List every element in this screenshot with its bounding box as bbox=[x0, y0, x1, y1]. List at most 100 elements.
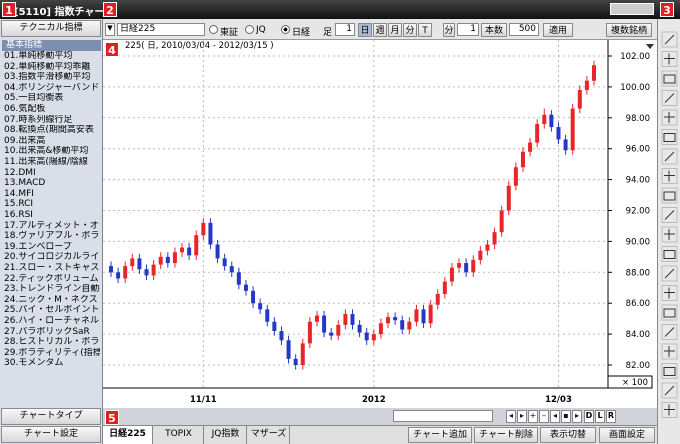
tab[interactable]: TOPIX bbox=[154, 426, 204, 444]
indicator-item[interactable]: 12.DMI bbox=[4, 167, 36, 178]
market-radios: 東証 JQ 日経 bbox=[209, 23, 319, 37]
chart-menu[interactable] bbox=[646, 44, 654, 49]
tool-button[interactable] bbox=[661, 51, 678, 67]
indicator-item[interactable]: 26.ハイ・ローチャネル bbox=[4, 316, 100, 326]
tool-button[interactable] bbox=[661, 168, 678, 184]
tool-button[interactable] bbox=[661, 129, 678, 145]
indicator-item[interactable]: 05.一目均衡表 bbox=[4, 93, 64, 104]
symbol-select[interactable]: 日経225 bbox=[117, 23, 205, 36]
indicator-item[interactable]: 30.モメンタム bbox=[4, 358, 64, 369]
min-input[interactable]: 1 bbox=[457, 23, 479, 36]
tab[interactable]: マザーズ bbox=[248, 426, 290, 444]
window-buttons[interactable] bbox=[610, 3, 654, 15]
tool-button[interactable] bbox=[661, 109, 678, 126]
tab[interactable]: JQ指数 bbox=[205, 426, 247, 444]
indicator-item[interactable]: 14.MFI bbox=[4, 188, 34, 199]
ashi-input[interactable]: 1 bbox=[335, 23, 355, 36]
period-button[interactable]: 週 bbox=[373, 23, 387, 37]
nav-icon[interactable]: + bbox=[528, 410, 538, 423]
indicator-item[interactable]: 22.ティックボリューム bbox=[4, 273, 99, 284]
nav-button[interactable]: D bbox=[584, 410, 594, 423]
menu-arrow[interactable]: ▼ bbox=[105, 23, 115, 36]
group-header[interactable]: 基本指標 bbox=[2, 40, 101, 51]
candle-body bbox=[485, 244, 490, 251]
indicator-item[interactable]: 19.エンベロープ bbox=[4, 241, 72, 252]
nav-icon[interactable]: ◂ bbox=[506, 410, 516, 423]
scrollbar[interactable] bbox=[393, 410, 493, 422]
tool-button[interactable] bbox=[661, 343, 678, 360]
tool-button[interactable] bbox=[661, 90, 678, 106]
nav-icon[interactable]: ▸ bbox=[572, 410, 582, 423]
candle-body bbox=[343, 314, 348, 325]
indicator-item[interactable]: 21.スロー・ストキャステ bbox=[4, 263, 100, 273]
indicator-item[interactable]: 29.ボラティリティ(指標 bbox=[4, 347, 100, 358]
indicator-item[interactable]: 04.ボリンジャーバンド bbox=[4, 82, 100, 93]
indicator-item[interactable]: 16.RSI bbox=[4, 210, 33, 220]
indicator-item[interactable]: 13.MACD bbox=[4, 178, 46, 189]
chart-type-button[interactable]: チャートタイプ bbox=[1, 408, 101, 425]
nav-icon[interactable]: ▪ bbox=[561, 410, 571, 423]
action-button[interactable]: 表示切替 bbox=[540, 427, 596, 443]
indicator-item[interactable]: 27.パラボリックSaR bbox=[4, 326, 90, 337]
tool-button[interactable] bbox=[661, 402, 678, 418]
action-button[interactable]: チャート削除 bbox=[474, 427, 538, 443]
tool-button[interactable] bbox=[661, 31, 678, 48]
badge: 4 bbox=[105, 42, 119, 57]
indicator-item[interactable]: 01.単純移動平均 bbox=[4, 51, 73, 61]
apply-button[interactable]: 適用 bbox=[543, 23, 573, 37]
indicator-item[interactable]: 09.出来高 bbox=[4, 135, 46, 146]
indicator-item[interactable]: 11.出来高(陽線/陰線 bbox=[4, 157, 88, 167]
tool-button[interactable] bbox=[661, 382, 678, 399]
indicator-item[interactable]: 23.トレンドライン自動描 bbox=[4, 284, 100, 295]
nav-icon[interactable]: ◂ bbox=[550, 410, 560, 423]
candle-body bbox=[393, 317, 398, 321]
radio[interactable] bbox=[281, 25, 290, 34]
tool-button[interactable] bbox=[661, 148, 678, 165]
nav-icon[interactable]: ▸ bbox=[517, 410, 527, 423]
radio[interactable] bbox=[245, 25, 254, 34]
nav-button[interactable]: L bbox=[595, 410, 605, 423]
tool-button[interactable] bbox=[661, 363, 678, 379]
indicator-item[interactable]: 15.RCI bbox=[4, 199, 34, 210]
min-label[interactable]: 分 bbox=[443, 23, 455, 37]
indicator-item[interactable]: 28.ヒストリカル・ボラテ bbox=[4, 337, 100, 348]
tool-button[interactable] bbox=[661, 207, 678, 223]
indicator-item[interactable]: 17.アルティメット・オシ bbox=[4, 220, 100, 231]
tool-button[interactable] bbox=[661, 226, 678, 243]
action-button[interactable]: チャート追加 bbox=[408, 427, 472, 443]
panel-header[interactable]: テクニカル指標 bbox=[1, 20, 101, 37]
radio[interactable] bbox=[209, 25, 218, 34]
tool-frame bbox=[661, 207, 678, 223]
period-button[interactable]: 分 bbox=[403, 23, 417, 37]
indicator-item[interactable]: 06.気配板 bbox=[4, 104, 46, 114]
tool-button[interactable] bbox=[661, 285, 678, 301]
period-button[interactable]: T bbox=[418, 23, 432, 37]
candle-body bbox=[158, 256, 163, 265]
indicator-item[interactable]: 02.単純移動平均乖離 bbox=[4, 61, 91, 72]
indicator-item[interactable]: 24.ニック・M・ネクスト・ bbox=[4, 294, 100, 305]
indicator-item[interactable]: 07.時系列線行足 bbox=[4, 114, 73, 125]
indicator-item[interactable]: 25.パイ・セルポイント bbox=[4, 305, 100, 316]
indicator-item[interactable]: 20.サイコロジカルライン bbox=[4, 252, 100, 263]
count-input[interactable]: 500 bbox=[509, 23, 539, 36]
tab[interactable]: 日経225 bbox=[103, 426, 153, 444]
nav-icon[interactable]: – bbox=[539, 410, 549, 423]
scroll-row: ◂ ▸ + – ◂ ▪ ▸ D L R bbox=[103, 408, 657, 425]
candle-body bbox=[528, 142, 533, 152]
tool-button[interactable] bbox=[661, 304, 678, 321]
tool-button[interactable] bbox=[661, 70, 678, 87]
tool-button[interactable] bbox=[661, 324, 678, 340]
tool-button[interactable] bbox=[661, 246, 678, 262]
tool-button[interactable] bbox=[661, 187, 678, 204]
period-button[interactable]: 月 bbox=[388, 23, 402, 37]
action-button[interactable]: 画面設定 bbox=[599, 427, 655, 443]
multi-button[interactable]: 複数銘柄 bbox=[606, 23, 652, 37]
chart-settings-button[interactable]: チャート設定 bbox=[1, 426, 101, 443]
indicator-item[interactable]: 03.指数平滑移動平均 bbox=[4, 72, 91, 83]
indicator-item[interactable]: 18.ヴァリアブル・ボラテ bbox=[4, 231, 100, 242]
period-button[interactable]: 日 bbox=[358, 23, 372, 37]
tool-button[interactable] bbox=[661, 265, 678, 282]
indicator-item[interactable]: 10.出来高&移動平均 bbox=[4, 146, 89, 157]
indicator-item[interactable]: 08.転換点(期間高安表 bbox=[4, 125, 94, 136]
nav-button[interactable]: R bbox=[606, 410, 616, 423]
